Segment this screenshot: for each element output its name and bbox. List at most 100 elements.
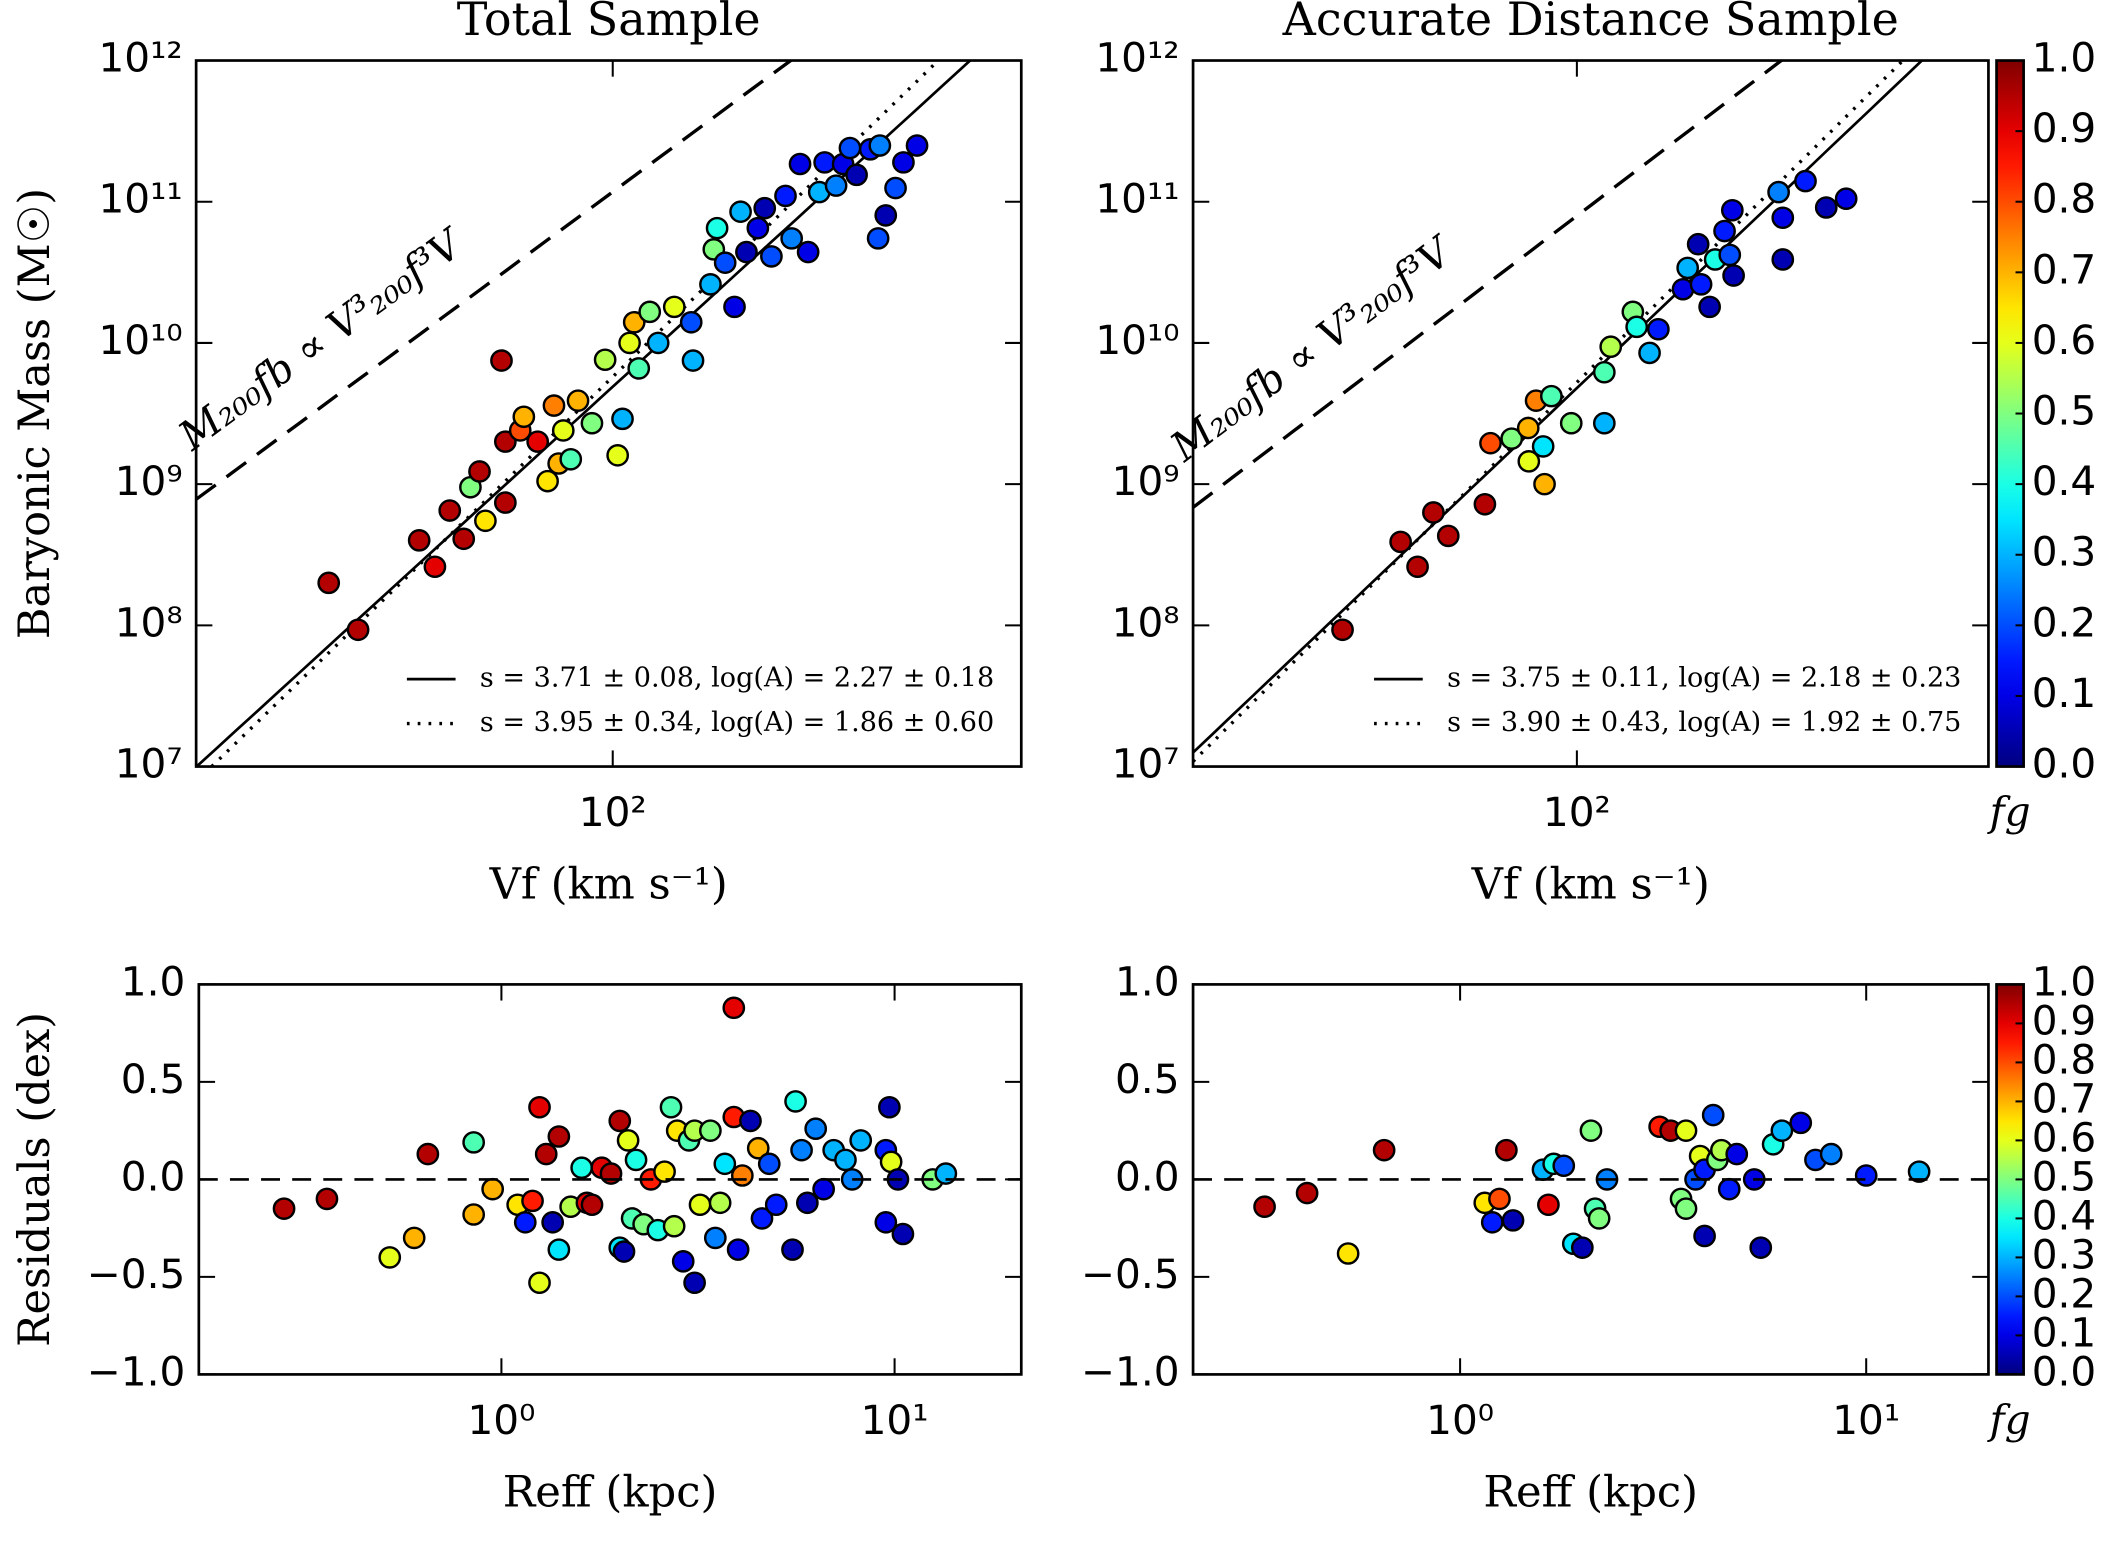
data-point <box>784 1090 807 1113</box>
data-point <box>781 1238 804 1261</box>
data-point <box>1686 232 1710 256</box>
data-point <box>1479 431 1502 455</box>
data-point <box>1533 472 1556 496</box>
data-point <box>824 174 848 197</box>
x-axis-label: Reff (kpc) <box>1483 1468 1698 1518</box>
data-point <box>653 1160 676 1183</box>
data-point <box>760 245 783 268</box>
data-point <box>679 311 703 334</box>
plot-area <box>196 60 973 767</box>
legend-label: s = 3.95 ± 0.34, log(A) = 1.86 ± 0.60 <box>480 707 994 738</box>
data-point <box>878 1095 901 1119</box>
data-point <box>1794 169 1817 193</box>
data-point <box>780 227 804 250</box>
data-point <box>317 571 341 595</box>
y-tick-label: 10¹² <box>1095 34 1179 82</box>
data-point <box>1814 196 1838 219</box>
data-point <box>481 1177 505 1201</box>
x-tick-label: 10² <box>1543 788 1611 836</box>
y-tick-label: 10¹¹ <box>1095 175 1179 223</box>
data-point <box>528 1095 551 1119</box>
data-point <box>1693 1224 1716 1248</box>
data-point <box>423 555 447 579</box>
colorbar-tick-label: 0.3 <box>2032 1230 2097 1278</box>
y-tick-label: −0.5 <box>87 1250 186 1298</box>
colorbar-tick-label: 0.4 <box>2032 1191 2097 1239</box>
data-point <box>671 1250 695 1273</box>
data-point <box>542 394 566 417</box>
plot-area <box>1193 60 1924 763</box>
colorbar-tick-label: 0.5 <box>2032 387 2097 435</box>
data-point <box>1517 450 1541 473</box>
reference-line <box>1193 60 1785 509</box>
data-point <box>1531 435 1555 458</box>
data-point <box>1516 416 1540 440</box>
data-point <box>493 430 517 453</box>
y-tick-label: 10¹⁰ <box>98 316 182 364</box>
data-point <box>735 240 758 264</box>
data-point <box>566 389 590 412</box>
data-point <box>1720 198 1744 222</box>
data-point <box>1717 1177 1741 1201</box>
data-point <box>866 227 890 250</box>
data-point <box>534 1142 558 1166</box>
data-point <box>462 1131 486 1154</box>
data-point <box>849 1129 873 1152</box>
data-point <box>1638 341 1661 365</box>
colorbar-tick-label: 0.7 <box>2032 1074 2097 1122</box>
data-point <box>593 348 617 372</box>
data-point <box>796 240 820 264</box>
colorbar-tick-label: 0.0 <box>2032 740 2097 788</box>
data-point <box>1749 1236 1773 1259</box>
data-point <box>528 1271 551 1295</box>
x-axis-label: Vf (km s⁻¹) <box>1471 860 1710 910</box>
data-point <box>346 618 370 642</box>
legend-label: s = 3.75 ± 0.11, log(A) = 2.18 ± 0.23 <box>1447 663 1961 694</box>
data-point <box>1701 1103 1725 1127</box>
data-point <box>774 184 797 208</box>
y-tick-label: 0.5 <box>1115 1055 1180 1103</box>
y-axis-label: Residuals (dex) <box>10 1012 60 1347</box>
data-point <box>438 499 462 522</box>
data-point <box>580 411 604 435</box>
x-tick-label: 10¹ <box>1832 1396 1900 1444</box>
data-point <box>541 1211 565 1234</box>
data-point <box>315 1187 339 1211</box>
data-point <box>416 1142 440 1166</box>
data-point <box>1422 501 1445 524</box>
y-tick-label: 10¹¹ <box>98 175 182 223</box>
colorbar-tick-label: 1.0 <box>2032 34 2097 82</box>
data-point <box>468 460 491 483</box>
data-point <box>662 295 686 319</box>
data-point <box>627 357 651 380</box>
plot-area <box>272 996 958 1295</box>
data-point <box>1676 256 1700 280</box>
data-point <box>1625 315 1649 339</box>
data-point <box>1480 1211 1504 1234</box>
data-point <box>812 1177 835 1201</box>
data-point <box>813 151 837 174</box>
data-point <box>1647 317 1670 341</box>
reference-line <box>196 60 794 501</box>
x-tick-label: 10⁰ <box>467 1396 535 1444</box>
y-tick-label: 10⁸ <box>115 598 183 646</box>
colorbar-tick-label: 0.8 <box>2032 1035 2097 1083</box>
data-point <box>905 134 929 157</box>
data-point <box>892 151 915 174</box>
x-tick-label: 10⁰ <box>1426 1396 1494 1444</box>
data-point <box>570 1156 594 1180</box>
data-point <box>521 1189 544 1213</box>
x-axis-label: Vf (km s⁻¹) <box>489 860 728 910</box>
colorbar-tick-label: 0.8 <box>2032 175 2097 223</box>
data-point <box>891 1222 915 1246</box>
data-point <box>1674 1119 1698 1142</box>
data-point <box>402 1226 426 1250</box>
colorbar-tick-label: 0.2 <box>2032 598 2097 646</box>
colorbar-tick-label: 0.0 <box>2032 1347 2097 1395</box>
data-point <box>1767 180 1790 204</box>
y-tick-label: 10⁹ <box>1112 457 1180 505</box>
colorbar-tick-label: 0.5 <box>2032 1152 2097 1200</box>
data-point <box>1599 335 1623 359</box>
data-point <box>452 527 476 551</box>
